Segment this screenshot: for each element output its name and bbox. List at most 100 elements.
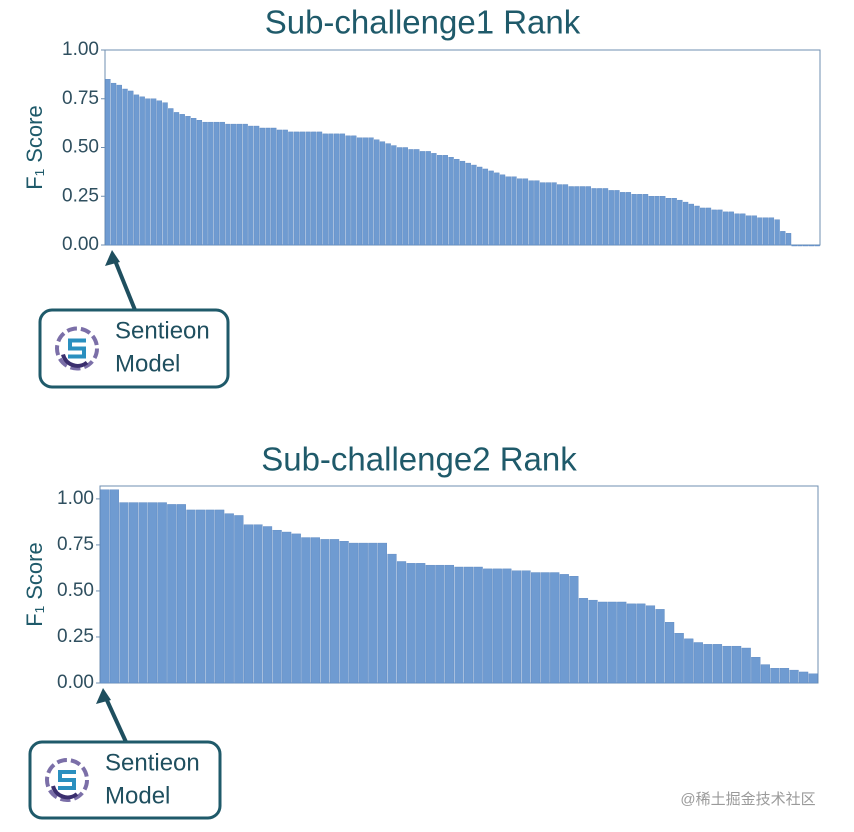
bar [320, 539, 330, 684]
bar [276, 129, 283, 246]
bar [545, 182, 551, 246]
bar [339, 133, 346, 246]
bar [648, 196, 654, 246]
bar [473, 566, 483, 684]
bar [671, 197, 677, 246]
y-tick-label: 0.00 [62, 234, 99, 255]
bar [808, 244, 815, 247]
logo-ring [55, 326, 99, 371]
bar [145, 98, 151, 246]
bar [654, 196, 660, 246]
bar [734, 213, 740, 246]
bar [435, 564, 445, 684]
bar [396, 561, 407, 684]
bar [722, 645, 732, 684]
bar [349, 542, 359, 684]
bar [377, 542, 388, 684]
bar [751, 657, 761, 684]
bar [579, 186, 586, 246]
bar [521, 570, 531, 684]
bar [231, 123, 237, 246]
y-tick-label: 0.00 [57, 672, 94, 693]
bar [157, 502, 167, 684]
bar [150, 98, 157, 246]
annotation-arrow [103, 695, 128, 743]
bar [693, 642, 703, 684]
bar [488, 170, 494, 246]
bar [463, 566, 474, 684]
bar [797, 244, 803, 247]
bar [531, 572, 541, 684]
bar [328, 133, 334, 246]
bar [362, 137, 368, 246]
bar [100, 489, 110, 684]
bar [550, 572, 560, 684]
bar [358, 542, 368, 684]
bar [614, 190, 620, 246]
bar [625, 192, 632, 246]
bar [345, 135, 351, 246]
bar [265, 127, 271, 246]
bar [236, 123, 243, 246]
bar [559, 574, 569, 684]
bar [642, 194, 649, 246]
bar [682, 201, 689, 246]
bar [368, 542, 378, 684]
y-tick-label: 0.75 [62, 88, 99, 109]
bar [119, 502, 129, 684]
y-tick-label: 1.00 [57, 488, 94, 509]
bar [568, 186, 574, 246]
bar [419, 151, 426, 246]
bar [391, 145, 397, 246]
bar [402, 147, 408, 246]
bar [356, 137, 363, 246]
bar [585, 186, 592, 246]
bar [763, 217, 769, 246]
annotation-text: Sentieon [115, 317, 210, 344]
bar [272, 529, 282, 684]
bar [528, 180, 534, 246]
bar [208, 121, 214, 246]
bar [598, 601, 608, 684]
bar [557, 184, 563, 246]
bar [224, 513, 234, 684]
y-tick-label: 0.75 [57, 534, 94, 555]
bar [505, 176, 511, 246]
bar [636, 603, 646, 684]
bar [626, 603, 636, 684]
bar [138, 502, 148, 684]
annotation-arrow [112, 257, 137, 311]
bar [329, 539, 340, 684]
bar [757, 217, 763, 246]
bar [770, 668, 780, 684]
bar [311, 131, 317, 246]
bar [282, 129, 288, 246]
bar [703, 644, 713, 684]
bar [620, 192, 626, 246]
bar [425, 564, 435, 684]
y-tick-label: 0.25 [57, 626, 94, 647]
bar [387, 553, 397, 684]
bar [722, 211, 729, 246]
bar [740, 213, 746, 246]
bar [148, 502, 158, 684]
bar [271, 127, 277, 246]
bar [431, 153, 437, 246]
bar [202, 121, 208, 246]
bar [234, 515, 244, 684]
bar [597, 188, 603, 246]
bar [562, 184, 569, 246]
bar [374, 139, 380, 246]
logo-s [58, 770, 76, 790]
bar [465, 162, 471, 246]
bar [186, 509, 196, 684]
bar [368, 137, 374, 246]
bar [674, 633, 684, 684]
logo-ring [45, 758, 89, 802]
bar [305, 131, 311, 246]
bar [179, 114, 185, 246]
bar [133, 94, 140, 246]
bar [492, 568, 502, 684]
bar [677, 199, 683, 246]
